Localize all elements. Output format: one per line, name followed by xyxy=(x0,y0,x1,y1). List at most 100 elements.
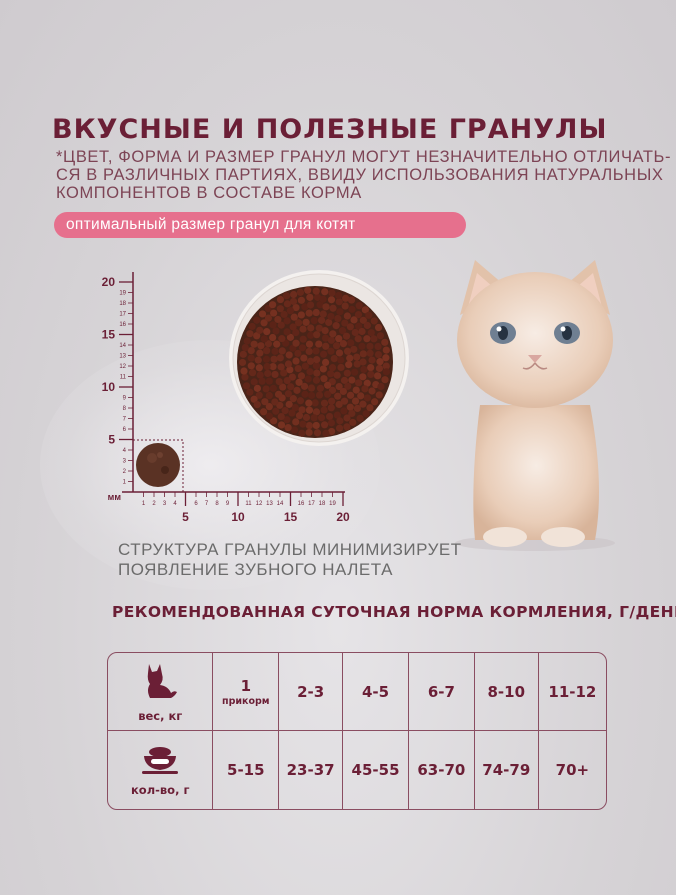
kibble-pellet xyxy=(377,382,385,391)
kibble-pellet xyxy=(289,395,297,403)
kibble-pellet xyxy=(271,398,279,406)
kibble-pellet xyxy=(255,391,263,399)
kibble-pellet xyxy=(269,384,277,392)
kibble-pellet xyxy=(283,317,291,325)
kibble-pellet xyxy=(319,365,327,373)
kibble-pellet xyxy=(327,419,336,427)
x-tick-label: 1 xyxy=(142,501,146,507)
kibble-pellet xyxy=(264,340,273,348)
y-tick-label: 19 xyxy=(119,291,126,297)
kibble-pellet xyxy=(276,305,284,313)
table-cell: 5-15 xyxy=(213,731,280,809)
kibble-pellet xyxy=(300,382,309,390)
kibble-pellet xyxy=(327,347,335,355)
kibble-pellet xyxy=(282,292,291,300)
kibble-pellet xyxy=(358,342,366,350)
kibble-pellet xyxy=(340,397,349,405)
kibble-pellet xyxy=(307,331,315,339)
y-tick-label: 3 xyxy=(123,459,127,465)
kibble-pellet xyxy=(310,316,318,325)
kibble-pellet xyxy=(265,403,273,411)
kibble-pellet xyxy=(316,301,324,309)
kibble-pellet xyxy=(294,349,302,357)
kibble-pellet xyxy=(375,364,384,373)
kibble-pellet xyxy=(355,302,363,310)
kibble-pellet xyxy=(277,421,286,429)
kibble-pellet xyxy=(336,417,344,425)
kibble-pellet xyxy=(338,327,347,335)
kibble-pellet xyxy=(348,409,356,418)
kibble-pellet xyxy=(343,423,351,431)
kibble-pellet xyxy=(306,357,315,365)
kibble-pellet xyxy=(367,363,375,372)
kibble-pellet xyxy=(343,369,351,377)
kibble-pellet xyxy=(256,349,264,357)
kibble-pellet xyxy=(347,339,355,347)
kibble-bowl xyxy=(229,270,409,446)
kibble-pellet xyxy=(281,407,289,415)
kibble-pellet xyxy=(278,335,286,343)
kibble-pellet xyxy=(354,310,363,319)
y-tick-label: 7 xyxy=(123,417,127,423)
kibble-pellet xyxy=(250,340,258,348)
kibble-pellet xyxy=(320,350,328,358)
kibble-pellet xyxy=(286,333,295,341)
kibble-pellet xyxy=(335,424,344,432)
y-tick-label: 1 xyxy=(123,480,127,486)
kibble-pellet xyxy=(304,286,312,294)
kibble-pellet xyxy=(313,331,321,339)
kibble-pellet xyxy=(311,399,319,407)
kibble-pellet xyxy=(265,412,273,420)
note-line: КОМПОНЕНТОВ В СОСТАВЕ КОРМА xyxy=(56,184,362,202)
kibble-pellet xyxy=(300,354,308,362)
kibble-pellet xyxy=(271,370,279,379)
kibble-pellet xyxy=(275,378,283,386)
kibble-pellet xyxy=(321,334,330,342)
kibble-pellet xyxy=(305,399,313,407)
x-tick-label: 7 xyxy=(205,501,209,507)
kibble-pellet xyxy=(253,401,261,409)
kibble-pellet xyxy=(263,328,271,336)
granule-size-frame xyxy=(132,439,184,493)
kibble-pellet xyxy=(288,373,297,381)
kibble-pellet xyxy=(306,368,314,376)
kibble-pellet xyxy=(363,321,371,330)
y-tick-label: 12 xyxy=(119,364,126,370)
kibble-pellet xyxy=(375,391,383,399)
kibble-pellet xyxy=(335,335,343,343)
granule xyxy=(136,443,180,487)
kibble-pellet xyxy=(325,412,334,421)
caption-line: СТРУКТУРА ГРАНУЛЫ МИНИМИЗИРУЕТ xyxy=(118,540,462,559)
x-tick-label: 19 xyxy=(329,501,336,507)
kibble-pellet xyxy=(327,312,335,321)
note-line: СЯ В РАЗЛИЧНЫХ ПАРТИЯХ, ВВИДУ ИСПОЛЬЗОВА… xyxy=(56,166,664,184)
caption-line: ПОЯВЛЕНИЕ ЗУБНОГО НАЛЕТА xyxy=(118,560,393,579)
kibble-pellet xyxy=(269,333,277,342)
kibble-pellet xyxy=(265,377,273,385)
kibble-pellet xyxy=(328,289,336,297)
kibble-pellet xyxy=(312,421,320,430)
kibble-pellet xyxy=(301,362,309,370)
kibble-pellet xyxy=(334,392,342,400)
kibble-pellet xyxy=(334,314,342,323)
kibble-pellet xyxy=(280,310,288,319)
kibble-pellet xyxy=(382,346,390,354)
kibble-pellet xyxy=(327,427,336,436)
kibble-pellet xyxy=(354,335,362,343)
x-tick-label: 3 xyxy=(163,501,167,507)
kibble-pellet xyxy=(348,305,356,313)
kibble-pellet xyxy=(258,310,267,318)
kibble-pellet xyxy=(238,358,247,367)
kibble-pellet xyxy=(322,429,330,437)
kibble-pellet xyxy=(298,429,306,437)
kibble-pellet xyxy=(346,391,355,399)
kibble-pellet xyxy=(240,367,248,375)
x-tick-label: 9 xyxy=(226,501,230,507)
food-bowl-icon xyxy=(142,746,179,774)
kibble-pellet xyxy=(333,411,341,419)
kibble-pellet xyxy=(292,303,300,312)
kibble-pellet xyxy=(294,364,302,373)
kibble-pellet xyxy=(315,324,323,332)
kibble-pellet xyxy=(290,426,299,434)
kibble-pellet xyxy=(294,319,303,327)
